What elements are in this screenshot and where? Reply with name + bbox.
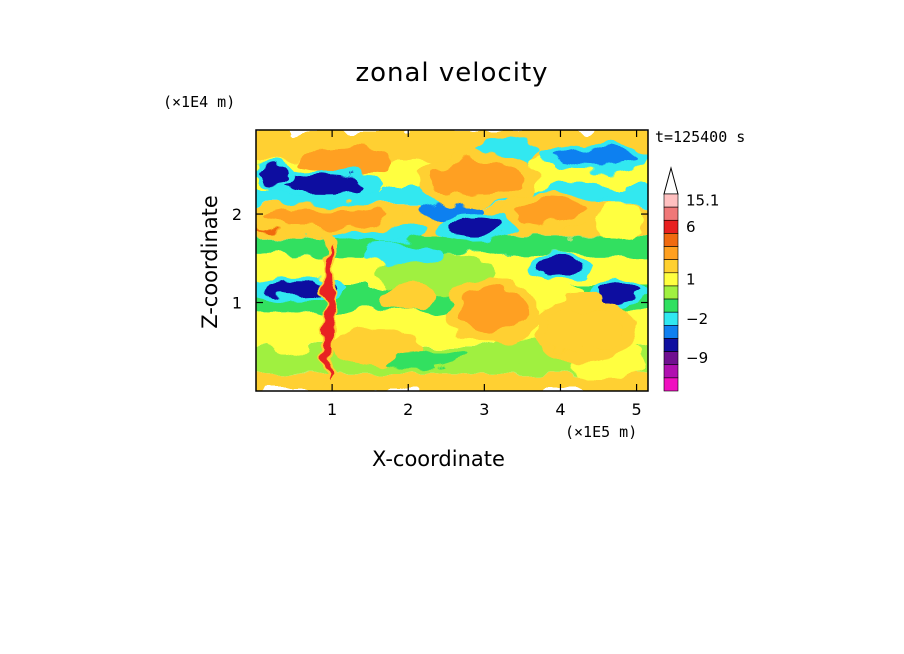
colorbar-band bbox=[663, 298, 679, 313]
field-patch bbox=[381, 284, 435, 312]
field-patch bbox=[362, 243, 439, 265]
colorbar-band bbox=[663, 206, 679, 221]
field-layer bbox=[256, 236, 648, 254]
colorbar-band bbox=[663, 259, 679, 274]
colorbar-band bbox=[663, 364, 679, 379]
y-ticks: 12 bbox=[232, 205, 648, 313]
negative-feature bbox=[594, 284, 641, 303]
colorbar-band bbox=[663, 338, 679, 352]
colorbar-band bbox=[663, 285, 679, 300]
colorbar-label: 15.1 bbox=[686, 192, 719, 210]
x-ticks: 1 2 3 4 5 bbox=[327, 130, 642, 419]
positive-feature bbox=[323, 245, 333, 378]
negative-feature bbox=[258, 166, 292, 183]
colorbar-band bbox=[663, 272, 679, 287]
negative-feature bbox=[533, 258, 580, 276]
colorbar-band bbox=[663, 246, 679, 260]
colorbar-band bbox=[663, 351, 679, 366]
plot-frame bbox=[255, 129, 649, 392]
negative-feature bbox=[446, 218, 508, 237]
colorbar-label: −9 bbox=[686, 349, 708, 367]
y-tick-label: 2 bbox=[232, 205, 242, 224]
negative-feature bbox=[259, 281, 336, 298]
colorbar-band bbox=[663, 233, 679, 247]
colorbar-arrow bbox=[663, 166, 679, 195]
x-tick-label: 3 bbox=[479, 400, 489, 419]
colorbar-band bbox=[663, 193, 679, 208]
field-patch bbox=[385, 351, 462, 369]
positive-feature bbox=[514, 196, 584, 223]
field-patch bbox=[594, 205, 648, 241]
colorbar-band bbox=[663, 325, 679, 339]
time-label: t=125400 s bbox=[655, 128, 746, 146]
y-tick-label: 1 bbox=[232, 294, 242, 313]
negative-feature bbox=[552, 147, 637, 166]
field-patch bbox=[301, 147, 394, 175]
field-patch bbox=[259, 320, 314, 356]
colorbar-band bbox=[663, 219, 679, 234]
colorbar-label: 1 bbox=[686, 270, 696, 288]
x-tick-label: 5 bbox=[631, 400, 641, 419]
colorbar-band bbox=[663, 311, 679, 326]
positive-feature bbox=[263, 207, 386, 230]
chart-title: zonal velocity bbox=[355, 58, 549, 88]
colorbar: 15.1 6 1 −2 −9 bbox=[663, 166, 719, 392]
colorbar-label: 6 bbox=[686, 218, 696, 236]
negative-feature bbox=[282, 174, 367, 192]
x-tick-label: 4 bbox=[555, 400, 565, 419]
x-scale-label: (×1E5 m) bbox=[565, 423, 638, 441]
x-tick-label: 1 bbox=[327, 400, 337, 419]
field-layer bbox=[256, 373, 648, 391]
x-axis-label: X-coordinate bbox=[372, 447, 505, 471]
contour-field bbox=[256, 130, 648, 391]
positive-feature bbox=[545, 306, 622, 352]
y-scale-label: (×1E4 m) bbox=[163, 93, 236, 111]
colorbar-band bbox=[663, 377, 679, 392]
positive-feature bbox=[431, 160, 523, 197]
positive-feature bbox=[457, 289, 527, 334]
colorbar-label: −2 bbox=[686, 310, 708, 328]
x-tick-label: 2 bbox=[403, 400, 413, 419]
